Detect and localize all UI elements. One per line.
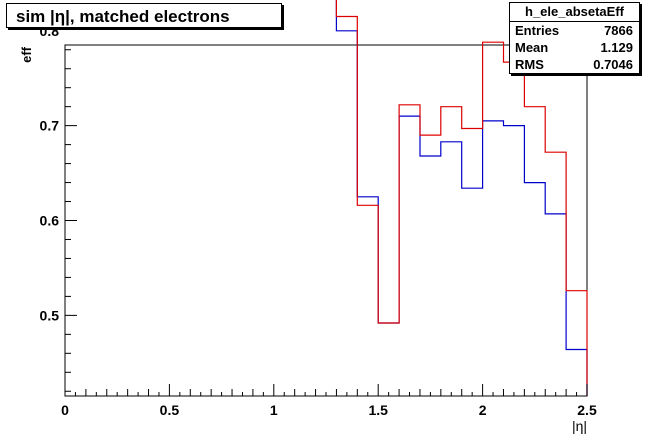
stats-mean-label: Mean [515, 40, 549, 55]
stats-row-entries: Entries 7866 [510, 22, 639, 39]
plot-frame [64, 44, 588, 397]
stats-histogram-name: h_ele_absetaEff [510, 3, 639, 22]
stats-rms-label: RMS [515, 57, 544, 72]
y-tick-label: 0.6 [40, 213, 60, 229]
stats-row-mean: Mean 1.129 [510, 39, 639, 56]
x-tick-label: 0.5 [160, 402, 180, 418]
series-line-0 [335, 0, 588, 396]
x-tick-label: 1 [270, 402, 278, 418]
x-tick-label: 2 [479, 402, 487, 418]
x-tick-label: 1.5 [368, 402, 388, 418]
series-line-1 [335, 0, 588, 396]
y-axis-label: eff [19, 46, 34, 63]
stats-entries-value: 7866 [604, 23, 633, 38]
stats-mean-value: 1.129 [600, 40, 633, 55]
x-tick-label: 2.5 [577, 402, 597, 418]
chart-title: sim |η|, matched electrons [6, 3, 282, 28]
x-tick-label: 0 [61, 402, 69, 418]
stats-rms-value: 0.7046 [593, 57, 633, 72]
stats-box: h_ele_absetaEff Entries 7866 Mean 1.129 … [509, 2, 640, 74]
stats-row-rms: RMS 0.7046 [510, 56, 639, 73]
y-tick-label: 0.7 [40, 118, 60, 134]
stats-entries-label: Entries [515, 23, 560, 38]
x-axis-label: |η| [572, 418, 587, 434]
y-tick-label: 0.5 [40, 307, 60, 323]
